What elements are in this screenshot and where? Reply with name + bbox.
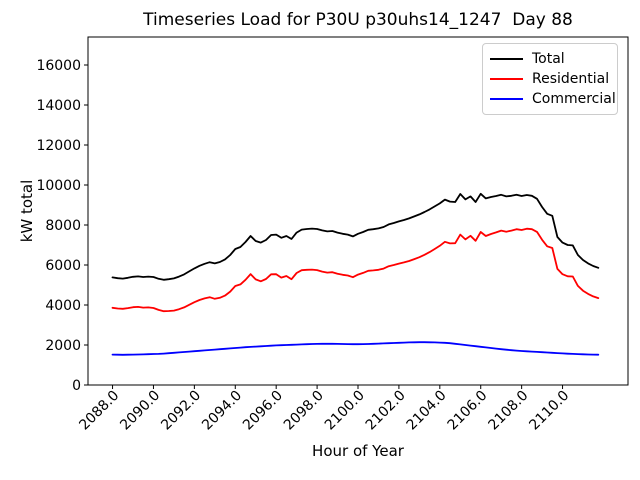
chart-title: Timeseries Load for P30U p30uhs14_1247 D…	[143, 10, 573, 30]
y-tick-label: 0	[72, 378, 81, 394]
y-tick-label: 4000	[45, 298, 81, 314]
y-axis-label: kW total	[18, 179, 36, 243]
legend-item-residential: Residential	[490, 69, 609, 89]
y-tick-label: 2000	[45, 338, 81, 354]
commercial-line	[111, 341, 600, 356]
x-tick-label: 2090.0	[117, 388, 163, 434]
legend-item-total: Total	[490, 49, 609, 69]
x-tick-label: 2092.0	[158, 388, 204, 434]
x-tick-label: 2104.0	[404, 388, 450, 434]
legend: Total Residential Commercial	[482, 43, 618, 115]
x-tick-label: 2100.0	[322, 388, 368, 434]
x-tick-label: 2106.0	[445, 388, 491, 434]
y-tick-label: 14000	[36, 98, 81, 114]
residential-line	[111, 227, 600, 313]
y-tick-label: 16000	[36, 58, 81, 74]
x-axis-label: Hour of Year	[312, 442, 404, 460]
legend-label-commercial: Commercial	[532, 91, 616, 107]
y-tick-label: 12000	[36, 138, 81, 154]
legend-label-total: Total	[532, 51, 565, 67]
x-tick-label: 2088.0	[76, 388, 122, 434]
legend-item-commercial: Commercial	[490, 89, 616, 109]
x-tick-label: 2096.0	[240, 388, 286, 434]
y-tick-label: 8000	[45, 218, 81, 234]
commercial-line-sample	[490, 98, 523, 100]
legend-label-residential: Residential	[532, 71, 610, 87]
x-tick-label: 2108.0	[486, 388, 532, 434]
total-line	[111, 192, 600, 281]
y-tick-label: 10000	[36, 178, 81, 194]
total-line-sample	[490, 58, 523, 60]
x-tick-label: 2098.0	[281, 388, 327, 434]
residential-line-sample	[490, 78, 523, 80]
x-tick-label: 2094.0	[199, 388, 245, 434]
x-tick-label: 2110.0	[526, 388, 572, 434]
y-tick-label: 6000	[45, 258, 81, 274]
x-tick-label: 2102.0	[363, 388, 409, 434]
